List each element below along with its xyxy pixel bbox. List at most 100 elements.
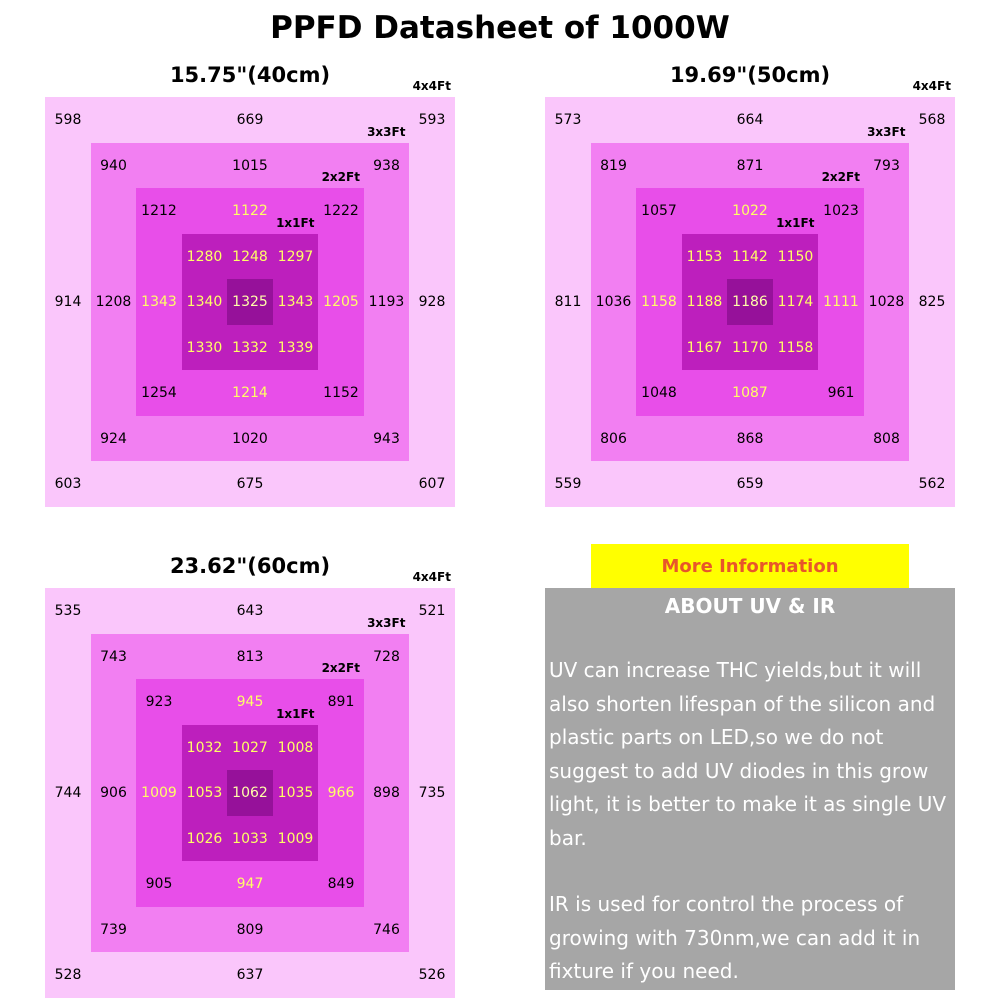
ppfd-value: 1032 [186,739,223,756]
ppfd-value: 568 [918,112,946,128]
ppfd-value: 1280 [186,248,223,265]
ppfd-value: 1340 [186,294,223,310]
ppfd-value: 1150 [777,248,814,265]
info-paragraph: UV can increase THC yields,but it will a… [549,658,947,850]
ppfd-value: 528 [54,967,82,983]
ppfd-value: 1053 [186,785,223,801]
zone-label: 1x1Ft [776,215,815,230]
zone-label: 3x3Ft [367,124,406,139]
ppfd-value: 593 [418,112,446,128]
ppfd-value: 521 [418,603,446,619]
ppfd-value: 535 [54,603,82,619]
ppfd-value: 664 [736,112,764,128]
ppfd-value: 1222 [323,203,359,219]
ppfd-value: 1167 [686,339,723,356]
ppfd-value: 961 [827,385,855,401]
ppfd-value: 746 [373,921,400,938]
ppfd-value: 1036 [595,294,632,310]
ppfd-value: 938 [373,157,400,174]
ppfd-value: 1214 [232,385,268,401]
ppfd-value: 1142 [732,248,768,265]
ppfd-value: 559 [554,476,582,492]
ppfd-value: 603 [54,476,82,492]
ppfd-value: 1343 [141,294,177,310]
zone-label: 3x3Ft [367,615,406,630]
ppfd-value: 562 [918,476,946,492]
ppfd-value: 923 [145,694,173,710]
ppfd-value: 1208 [95,294,132,310]
zone-label: 1x1Ft [276,706,315,721]
ppfd-value: 1170 [732,339,768,356]
ppfd-value: 1325 [232,294,268,310]
zone-label: 3x3Ft [867,124,906,139]
ppfd-value: 1188 [686,294,723,310]
ppfd-value: 637 [236,967,264,983]
ppfd-value: 1339 [277,339,314,356]
zone-label: 2x2Ft [321,661,360,675]
ppfd-value: 1212 [141,203,177,219]
ppfd-value: 905 [145,876,173,892]
ppfd-value: 1174 [777,294,814,310]
info-box: ABOUT UV & IR UV can increase THC yields… [545,588,955,990]
ppfd-value: 849 [327,876,355,892]
ppfd-value: 871 [736,157,764,174]
ppfd-value: 1026 [186,830,223,847]
center-square [727,279,773,325]
ppfd-value: 1028 [868,294,905,310]
ppfd-value: 743 [100,648,127,665]
info-paragraph: IR is used for control the process of gr… [549,892,921,983]
ppfd-value: 1158 [777,339,814,356]
ppfd-value: 659 [736,476,764,492]
ppfd-value: 966 [327,785,355,801]
ppfd-value: 1020 [232,430,268,447]
ppfd-value: 813 [236,648,264,665]
ppfd-value: 1122 [232,203,268,219]
ppfd-value: 806 [600,430,627,447]
ppfd-value: 1332 [232,339,268,356]
ppfd-value: 1248 [232,248,268,265]
ppfd-value: 1062 [232,785,268,801]
zone-label: 2x2Ft [821,170,860,184]
panel-heading: 23.62"(60cm) [169,554,331,578]
ppfd-value: 1297 [277,248,314,265]
ppfd-value: 1087 [732,385,768,401]
ppfd-value: 1009 [277,830,314,847]
ppfd-value: 808 [873,430,900,447]
ppfd-value: 809 [236,921,264,938]
zone-label: 4x4Ft [412,570,451,584]
ppfd-value: 728 [373,648,400,665]
ppfd-value: 1009 [141,785,177,801]
ppfd-value: 598 [54,112,82,128]
more-info-button[interactable]: More Information [591,544,909,588]
ppfd-value: 1023 [823,203,859,219]
ppfd-value: 643 [236,603,264,619]
ppfd-value: 825 [918,294,946,310]
ppfd-value: 947 [236,876,264,892]
ppfd-value: 868 [736,430,764,447]
ppfd-value: 1033 [232,830,268,847]
panel-heading: 15.75"(40cm) [169,63,331,87]
ppfd-value: 819 [600,157,627,174]
info-heading: ABOUT UV & IR [664,594,836,618]
ppfd-value: 1048 [641,385,677,401]
ppfd-value: 906 [100,785,127,801]
ppfd-value: 1193 [368,294,405,310]
ppfd-value: 1158 [641,294,677,310]
ppfd-value: 735 [418,785,446,801]
ppfd-value: 1027 [232,739,268,756]
ppfd-value: 607 [418,476,446,492]
ppfd-value: 924 [100,430,127,447]
panel-heading: 19.69"(50cm) [669,63,831,87]
ppfd-value: 940 [100,157,127,174]
ppfd-value: 928 [418,294,446,310]
ppfd-value: 1015 [232,157,268,174]
ppfd-value: 675 [236,476,264,492]
ppfd-value: 573 [554,112,582,128]
zone-label: 1x1Ft [276,215,315,230]
center-square [227,770,273,816]
ppfd-value: 1057 [641,203,677,219]
ppfd-value: 793 [873,157,900,174]
ppfd-value: 1153 [686,248,723,265]
ppfd-value: 1008 [277,739,314,756]
